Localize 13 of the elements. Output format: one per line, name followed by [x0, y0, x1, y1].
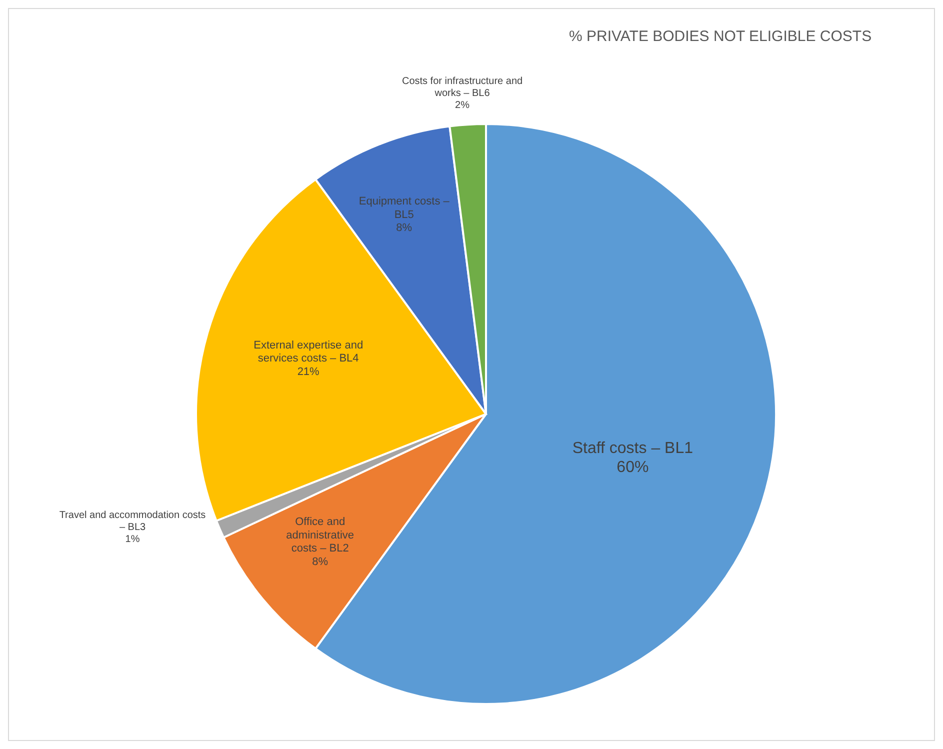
data-label: 2%: [455, 100, 470, 112]
data-label: 60%: [616, 459, 649, 476]
data-label: 21%: [297, 366, 320, 378]
slice-label: Office and administrative costs – BL2: [286, 516, 354, 555]
data-label: 8%: [312, 556, 328, 568]
data-label: 1%: [125, 534, 140, 545]
chart-title: % PRIVATE BODIES NOT ELIGIBLE COSTS: [569, 28, 872, 45]
slice-label: Equipment costs – BL5: [358, 196, 450, 221]
slice-label: External expertise and services costs – BL4: [254, 340, 364, 365]
slice-label: Staff costs – BL1: [572, 440, 694, 457]
data-label: 8%: [396, 222, 412, 234]
slice-label: Travel and accommodation costs – BL3: [59, 510, 206, 533]
slice-label: Costs for infrastructure and works – BL6: [402, 76, 523, 100]
